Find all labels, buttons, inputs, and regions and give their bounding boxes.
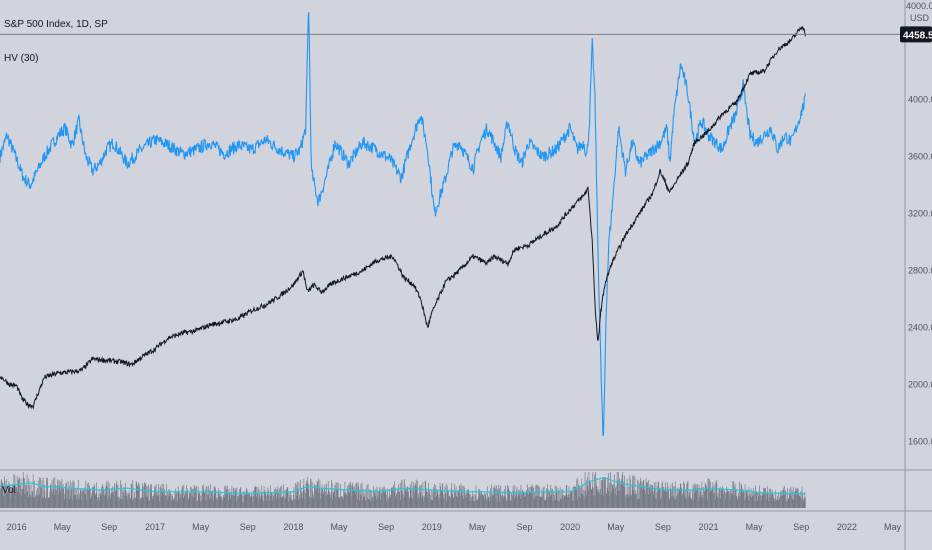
last-price-tag-box bbox=[900, 26, 932, 43]
time-axis-tick-label: Sep bbox=[240, 522, 256, 532]
volume-pane bbox=[0, 472, 806, 508]
time-axis-tick-label: 2020 bbox=[560, 522, 580, 532]
time-axis-tick-label: 2021 bbox=[698, 522, 718, 532]
time-axis-tick-label: Sep bbox=[101, 522, 117, 532]
time-axis-tick-label: 2017 bbox=[145, 522, 165, 532]
price-axis-tick-label: 3200.00 bbox=[908, 209, 932, 219]
time-axis-tick-label: 2016 bbox=[7, 522, 27, 532]
indicator-legend[interactable]: HV (30) bbox=[4, 53, 38, 64]
currency-label: USD bbox=[910, 13, 930, 23]
symbol-legend[interactable]: S&P 500 Index, 1D, SP bbox=[4, 19, 108, 30]
time-axis-tick-label: 2018 bbox=[283, 522, 303, 532]
time-axis-tick-label: May bbox=[607, 522, 625, 532]
price-line bbox=[0, 25, 806, 410]
time-axis-tick-label: May bbox=[469, 522, 487, 532]
time-axis-tick-label: Sep bbox=[516, 522, 532, 532]
price-axis[interactable]: 1600.00 2000.00 2400.00 2800.00 3200.00 3600.… bbox=[908, 95, 932, 447]
volume-ma-line bbox=[0, 476, 806, 495]
last-price-tag: 4458.57 bbox=[900, 26, 932, 43]
time-axis-tick-label: May bbox=[54, 522, 72, 532]
price-series bbox=[0, 25, 806, 410]
price-axis-tick-label: 4000.00 bbox=[908, 95, 932, 105]
time-axis-tick-label: May bbox=[746, 522, 764, 532]
price-axis-tick-label: 1600.00 bbox=[908, 437, 932, 447]
volume-legend[interactable]: Vol bbox=[2, 485, 16, 496]
price-axis-tick-label: 2000.00 bbox=[908, 380, 932, 390]
price-axis-tick-label: 2400.00 bbox=[908, 323, 932, 333]
time-axis-tick-label: May bbox=[331, 522, 349, 532]
time-axis-tick-label: Sep bbox=[793, 522, 809, 532]
time-axis-tick-label: 2019 bbox=[422, 522, 442, 532]
time-axis-tick-label: Sep bbox=[655, 522, 671, 532]
hv-series bbox=[0, 12, 806, 437]
price-axis-tick-label: 2800.00 bbox=[908, 266, 932, 276]
time-axis-tick-label: May bbox=[192, 522, 210, 532]
volume-bars bbox=[0, 472, 806, 508]
time-axis[interactable]: 2016 May Sep 2017 May Sep 2018 May Sep 2019 May Sep… bbox=[7, 522, 902, 532]
time-axis-tick-label: Sep bbox=[378, 522, 394, 532]
last-price-tag-text: 4458.57 bbox=[903, 30, 932, 41]
hv-line bbox=[0, 12, 806, 437]
time-axis-tick-label: May bbox=[884, 522, 902, 532]
time-axis-tick-label: 2022 bbox=[837, 522, 857, 532]
price-axis-tick-label: 3600.00 bbox=[908, 152, 932, 162]
price-axis-top-label: 4000.00 bbox=[906, 1, 932, 11]
